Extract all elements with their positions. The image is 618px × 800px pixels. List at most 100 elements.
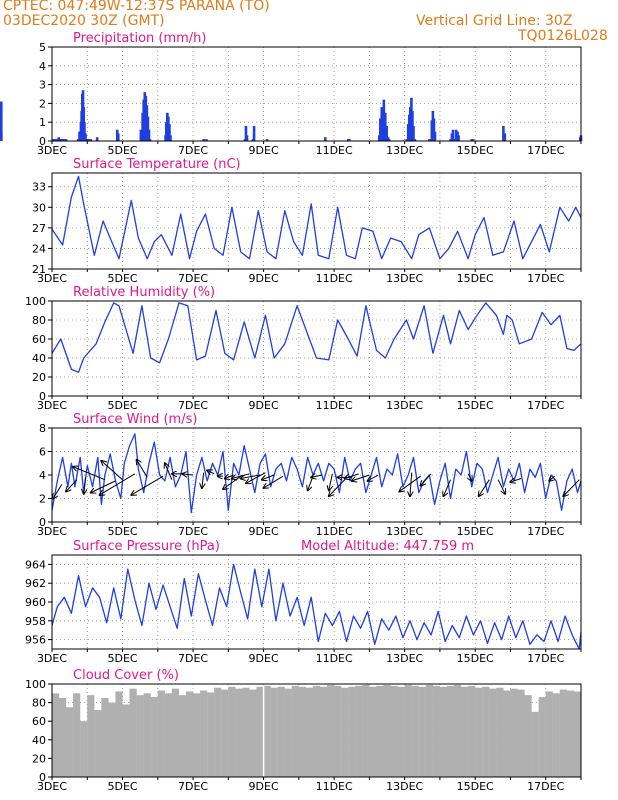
cloud-bar (235, 688, 243, 777)
y-tick-label: 4 (39, 469, 46, 482)
y-tick-label: 60 (32, 715, 46, 728)
y-tick-label: 2 (39, 97, 46, 110)
wind-vector-arrow (468, 473, 472, 481)
y-tick-label: 0 (39, 390, 46, 403)
x-tick-label: 9DEC (249, 272, 279, 285)
precip-bar (413, 139, 417, 141)
cloud-bar (122, 704, 130, 777)
y-tick-label: 0 (39, 771, 46, 784)
x-tick-label: 5DEC (107, 780, 137, 793)
precip-bar (412, 125, 415, 141)
wind-vector-arrow (53, 484, 63, 498)
cloud-bar (566, 690, 575, 777)
x-tick-label: 13DEC (386, 525, 423, 538)
wind-vector-arrow (264, 475, 284, 488)
precip-bar (245, 135, 249, 141)
wind-vector-arrow (421, 473, 432, 486)
cloud-bar (73, 693, 81, 777)
cloud-bar (369, 686, 377, 777)
cloud-bar (334, 685, 342, 777)
y-tick-label: 6 (39, 446, 46, 459)
cloud-bar (383, 684, 391, 777)
wind-series-line (51, 433, 582, 514)
precip-bar (502, 125, 505, 141)
cloud-bar (263, 685, 271, 777)
pres-series-line (51, 563, 582, 650)
wind-vector-arrow (202, 472, 204, 488)
cloud-bar (390, 685, 398, 777)
precip-bar (54, 139, 57, 141)
cloud-bar (468, 685, 476, 777)
x-tick-label: 9DEC (249, 652, 279, 665)
wind-vector-arrow (262, 474, 275, 480)
wind-vector-arrow (100, 473, 136, 495)
precip-frame (51, 46, 582, 142)
cloud-bar (51, 693, 60, 777)
precip-bar (146, 116, 150, 141)
precip-bar (117, 133, 120, 141)
y-tick-label: 40 (32, 734, 46, 747)
precip-bar (89, 139, 93, 141)
x-tick-label: 5DEC (107, 399, 137, 412)
wind-vector-arrow (91, 480, 116, 493)
precip-bar (64, 139, 68, 141)
precip-bar (432, 118, 436, 141)
cloud-bar (531, 711, 539, 777)
precip-bar (379, 118, 382, 141)
wind-vector-arrow (241, 474, 261, 479)
x-tick-label: 5DEC (107, 652, 137, 665)
wind-vector-arrow (399, 475, 421, 491)
temp-series-line (51, 175, 582, 260)
precip-bar (471, 139, 475, 141)
cloud-bar (453, 684, 462, 777)
wind-vector-arrow (443, 479, 451, 496)
x-tick-label: 11DEC (316, 780, 353, 793)
wind-vector-arrow (549, 476, 554, 481)
precip-bar (457, 135, 460, 141)
precip-title: Precipitation (mm/h) (73, 31, 206, 46)
x-tick-label: 9DEC (249, 525, 279, 538)
cloud-bar (143, 693, 151, 777)
x-tick-label: 11DEC (316, 525, 353, 538)
cloud-bar (66, 707, 74, 777)
cloud-bar (355, 685, 363, 777)
wind-vector-arrow (479, 479, 490, 496)
precip-bar (139, 129, 143, 141)
y-tick-label: 21 (32, 263, 46, 276)
y-tick-label: 956 (25, 634, 46, 647)
pres-annotation: Model Altitude: 447.759 m (301, 539, 474, 554)
x-tick-label: 13DEC (386, 780, 423, 793)
x-tick-label: 11DEC (316, 652, 353, 665)
precip-bar (52, 139, 56, 141)
x-tick-label: 17DEC (527, 525, 564, 538)
cloud-bar (185, 691, 194, 777)
precip-bar (0, 133, 3, 141)
precip-bar (83, 122, 86, 141)
precip-bar (433, 131, 437, 141)
precip-bar (454, 129, 458, 141)
cloud-bar (517, 689, 525, 777)
cloud-bar (418, 686, 426, 777)
cloud-bar (80, 721, 88, 777)
y-tick-label: 962 (25, 577, 46, 590)
precip-bar (428, 139, 431, 141)
cloud-bar (242, 687, 250, 777)
y-tick-label: 5 (39, 41, 46, 54)
cloud-bar (319, 686, 328, 777)
y-tick-label: 40 (32, 352, 46, 365)
x-tick-label: 17DEC (527, 144, 564, 157)
precip-bar (78, 131, 81, 141)
cloud-bar (256, 686, 264, 777)
cloud-bar (552, 693, 560, 777)
precip-bar (503, 133, 507, 141)
cloud-bar (439, 686, 448, 777)
x-tick-label: 13DEC (386, 652, 423, 665)
y-tick-label: 80 (32, 314, 46, 327)
wind-vector-arrow (165, 463, 173, 480)
y-tick-label: 27 (32, 222, 46, 235)
x-tick-label: 15DEC (457, 399, 494, 412)
cloud-bar (228, 686, 236, 777)
wind-title: Surface Wind (m/s) (73, 412, 197, 427)
x-tick-label: 11DEC (316, 272, 353, 285)
